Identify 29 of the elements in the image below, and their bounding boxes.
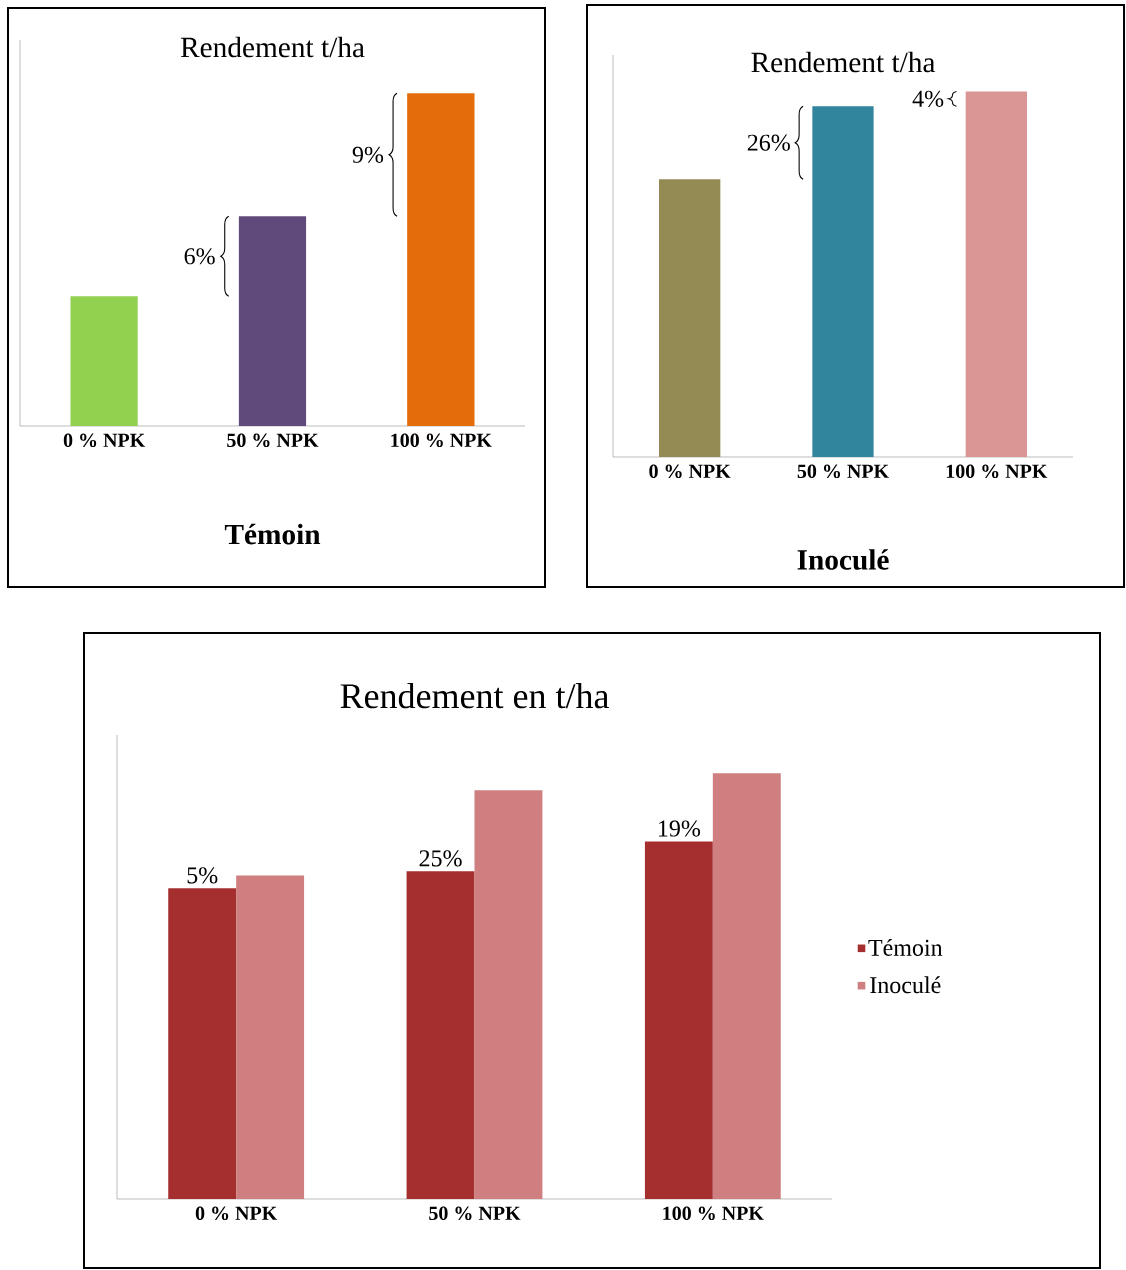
x-tick-label: 0 % NPK <box>649 464 731 479</box>
annotation: 25% <box>419 850 462 867</box>
annotation: 26% <box>747 134 790 151</box>
x-axis-title: Témoin <box>224 523 321 545</box>
x-tick-label: 100 % NPK <box>663 1206 764 1221</box>
legend-label: Témoin <box>868 938 943 956</box>
annotation: 4% <box>912 90 944 107</box>
chart-title: Rendement t/ha <box>180 36 365 58</box>
bar <box>474 790 543 1199</box>
chart-title: Rendement t/ha <box>751 51 936 73</box>
annotation: 5% <box>187 867 218 884</box>
annotation: 6% <box>184 248 215 265</box>
x-axis-title: Inoculé <box>797 549 889 570</box>
x-tick-label: 50 % NPK <box>227 433 319 448</box>
chart-title: Rendement en t/ha <box>340 683 610 709</box>
x-tick-label: 0 % NPK <box>63 433 146 448</box>
x-tick-label: 0 % NPK <box>195 1206 278 1221</box>
x-tick-label: 50 % NPK <box>797 464 889 479</box>
bar <box>236 875 305 1199</box>
x-tick-label: 50 % NPK <box>429 1206 521 1221</box>
annotation: 9% <box>352 146 384 163</box>
annotation: 19% <box>658 820 701 837</box>
bar <box>168 888 237 1199</box>
bar <box>406 871 475 1199</box>
x-tick-label: 100 % NPK <box>391 433 492 448</box>
x-tick-label: 100 % NPK <box>946 464 1048 479</box>
legend-label: Inoculé <box>870 976 941 994</box>
bar <box>712 773 781 1199</box>
bar <box>644 841 713 1199</box>
